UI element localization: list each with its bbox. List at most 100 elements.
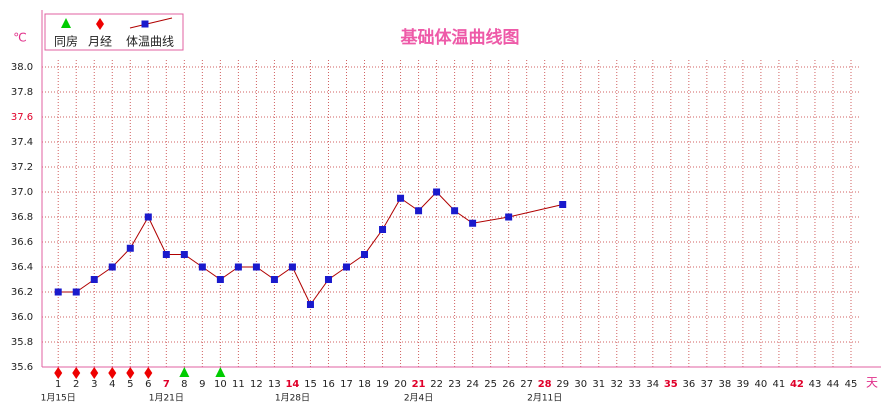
marker-diamond [108, 367, 117, 379]
marker-square [306, 301, 314, 308]
x-tick-label: 31 [592, 379, 605, 390]
legend-box [44, 13, 184, 51]
x-tick-label: 36 [682, 379, 695, 390]
y-tick-label: 36.2 [11, 287, 33, 298]
x-unit: 天 [866, 376, 878, 390]
marker-diamond [96, 18, 104, 30]
marker-diamond [90, 367, 99, 379]
x-tick-label: 11 [232, 379, 245, 390]
marker-square [270, 276, 278, 283]
marker-square [252, 263, 260, 271]
x-tick-label: 42 [790, 379, 804, 390]
marker-square [451, 207, 459, 215]
marker-square [469, 219, 477, 227]
marker-diamond [144, 367, 153, 379]
x-tick-label: 38 [719, 379, 732, 390]
x-tick-label: 15 [304, 379, 317, 390]
marker-square [141, 20, 149, 28]
x-tick-label: 28 [538, 379, 552, 390]
y-unit: ℃ [13, 31, 26, 45]
marker-square [54, 288, 62, 296]
x-tick-label: 10 [214, 379, 227, 390]
marker-square [559, 201, 567, 208]
x-date-label: 2月11日 [527, 393, 562, 404]
marker-square [72, 288, 80, 296]
x-tick-label: 7 [163, 379, 170, 390]
legend-line [129, 17, 173, 29]
y-tick-label: 37.0 [11, 187, 33, 198]
marker-square [90, 276, 98, 283]
x-tick-label: 5 [127, 379, 133, 390]
x-tick-label: 3 [91, 379, 97, 390]
x-tick-label: 40 [755, 379, 768, 390]
x-tick-label: 6 [145, 379, 151, 390]
x-tick-label: 4 [109, 379, 115, 390]
marker-square [162, 251, 170, 258]
line [58, 191, 563, 306]
x-tick-label: 14 [285, 379, 299, 390]
y-tick-label: 35.8 [11, 337, 33, 348]
marker-square [415, 207, 423, 215]
x-date-label: 1月28日 [275, 393, 310, 404]
x-tick-label: 25 [484, 379, 497, 390]
marker-square [288, 263, 296, 271]
marker-square [108, 263, 116, 271]
marker-square [433, 188, 441, 196]
marker-square [397, 194, 405, 202]
x-tick-label: 1 [55, 379, 61, 390]
x-tick-label: 30 [574, 379, 587, 390]
x-tick-label: 24 [466, 379, 479, 390]
x-tick-label: 23 [448, 379, 461, 390]
marker-square [324, 276, 332, 283]
legend-label: 月经 [88, 35, 112, 49]
marker-square [126, 244, 134, 252]
legend-label: 体温曲线 [126, 35, 174, 49]
y-tick-label: 37.8 [11, 87, 33, 98]
x-date-label: 2月4日 [404, 393, 433, 404]
legend-label: 同房 [54, 34, 78, 49]
marker-diamond [72, 367, 81, 379]
marker-triangle [215, 367, 226, 377]
y-tick-label: 36.8 [11, 212, 33, 223]
marker-triangle [179, 367, 190, 377]
y-tick-label: 37.2 [11, 162, 33, 173]
x-tick-label: 41 [773, 379, 786, 390]
marker-square [234, 263, 242, 271]
x-tick-label: 45 [845, 379, 858, 390]
x-tick-label: 22 [430, 379, 443, 390]
marker-diamond [54, 367, 63, 379]
x-tick-label: 43 [809, 379, 822, 390]
x-tick-label: 34 [646, 379, 659, 390]
x-tick-label: 16 [322, 379, 335, 390]
marker-square [180, 251, 188, 258]
y-tick-label: 36.4 [11, 262, 33, 273]
x-tick-label: 2 [73, 379, 79, 390]
x-tick-label: 26 [502, 379, 515, 390]
x-tick-label: 9 [199, 379, 205, 390]
x-tick-label: 8 [181, 379, 187, 390]
x-tick-label: 44 [827, 379, 840, 390]
marker-square [361, 251, 369, 258]
x-tick-label: 20 [394, 379, 407, 390]
x-tick-label: 18 [358, 379, 371, 390]
x-tick-label: 21 [412, 379, 426, 390]
marker-square [198, 263, 206, 271]
y-tick-label: 37.4 [11, 137, 33, 148]
marker-diamond [126, 367, 135, 379]
x-tick-label: 39 [737, 379, 750, 390]
x-tick-label: 37 [700, 379, 713, 390]
marker-square [379, 226, 387, 233]
marker-square [505, 213, 513, 221]
marker-square [144, 213, 152, 221]
x-tick-label: 12 [250, 379, 263, 390]
x-date-label: 1月21日 [149, 393, 184, 404]
x-tick-label: 13 [268, 379, 281, 390]
x-tick-label: 33 [628, 379, 641, 390]
marker-triangle [61, 18, 71, 28]
x-tick-label: 35 [664, 379, 678, 390]
x-tick-label: 17 [340, 379, 353, 390]
y-tick-label: 36.6 [11, 237, 33, 248]
marker-square [342, 263, 350, 271]
y-tick-label: 36.0 [11, 312, 33, 323]
